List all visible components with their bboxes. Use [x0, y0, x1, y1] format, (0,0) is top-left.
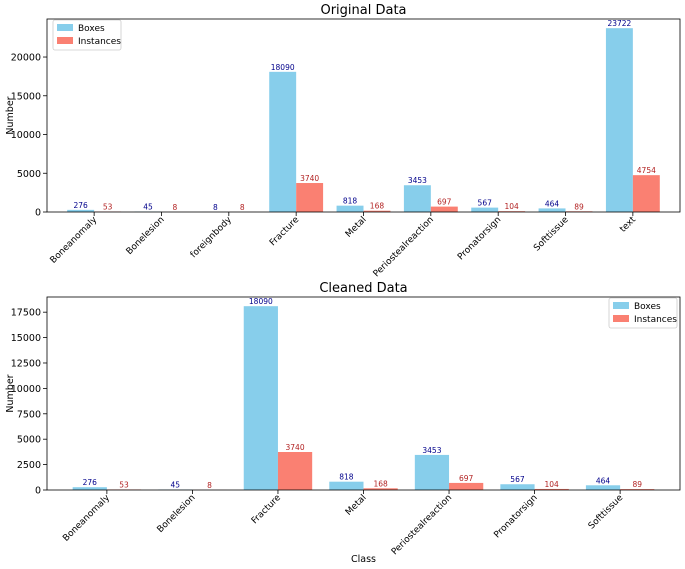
bar-value-label-0-boxes-0: 276	[74, 201, 89, 210]
y-tick-label-1-1: 2500	[17, 460, 41, 471]
bar-1-instances-2	[278, 452, 312, 490]
bar-value-label-1-boxes-5: 567	[510, 475, 525, 484]
bar-value-label-0-instances-1: 8	[173, 203, 178, 212]
legend-swatch-1-1	[613, 315, 629, 322]
bar-value-label-1-instances-2: 3740	[286, 443, 305, 452]
chart-title-1: Cleaned Data	[319, 281, 407, 296]
legend-label-1-0: Boxes	[634, 302, 661, 312]
y-tick-label-1-7: 17500	[11, 308, 41, 319]
bar-value-label-1-boxes-1: 45	[171, 481, 181, 490]
y-tick-label-1-0: 0	[35, 486, 41, 497]
bar-1-boxes-2	[244, 306, 278, 490]
x-axis-label-1: Class	[351, 554, 376, 565]
chart-title-0: Original Data	[320, 3, 406, 18]
bar-1-instances-4	[449, 483, 483, 490]
bar-value-label-0-instances-3: 3740	[300, 174, 319, 183]
bar-value-label-0-instances-5: 697	[437, 198, 452, 207]
bar-1-boxes-5	[500, 484, 534, 490]
legend-label-0-0: Boxes	[78, 24, 105, 34]
bar-value-label-0-boxes-7: 464	[545, 199, 560, 208]
bar-1-boxes-6	[586, 485, 620, 490]
y-axis-label-0: Number	[5, 96, 16, 134]
x-tick-label-0-1: Bonelesion	[125, 215, 167, 257]
x-tick-label-0-5: Periostealreaction	[372, 215, 436, 279]
x-tick-label-0-8: text	[618, 215, 638, 235]
x-tick-label-0-2: foreignbody	[189, 215, 235, 261]
bar-0-boxes-6	[471, 208, 498, 212]
plot-frame-1	[47, 297, 680, 490]
bar-1-boxes-3	[329, 482, 363, 490]
bar-value-label-1-boxes-3: 818	[339, 473, 354, 482]
bar-value-label-0-boxes-8: 23722	[607, 19, 631, 28]
bar-value-label-0-boxes-6: 567	[478, 199, 493, 208]
bar-value-label-0-instances-0: 53	[103, 203, 113, 212]
bar-value-label-1-boxes-2: 18090	[249, 297, 273, 306]
bar-0-boxes-5	[404, 185, 431, 212]
x-tick-label-1-3: Metal	[344, 493, 369, 518]
y-axis-label-1: Number	[5, 374, 16, 412]
legend-swatch-0-1	[57, 37, 73, 44]
bar-value-label-1-instances-1: 8	[207, 481, 212, 490]
y-tick-label-1-5: 12500	[11, 358, 41, 369]
bar-value-label-1-boxes-6: 464	[596, 476, 611, 485]
bar-value-label-1-instances-4: 697	[459, 474, 474, 483]
x-tick-label-1-1: Bonelesion	[156, 493, 198, 535]
y-tick-label-1-3: 7500	[17, 409, 41, 420]
x-tick-label-1-2: Fracture	[250, 493, 284, 527]
x-tick-label-1-6: Softtissue	[587, 493, 626, 532]
legend-label-1-1: Instances	[634, 315, 677, 325]
bar-value-label-1-instances-0: 53	[119, 480, 129, 489]
bar-0-boxes-8	[606, 28, 633, 212]
y-tick-label-0-0: 0	[35, 208, 41, 219]
x-tick-label-0-0: Boneanomaly	[49, 215, 100, 266]
x-tick-label-0-4: Metal	[344, 215, 369, 240]
bar-value-label-0-instances-4: 168	[370, 202, 385, 211]
bar-1-boxes-4	[415, 455, 449, 490]
bar-value-label-0-instances-7: 89	[574, 202, 584, 211]
bar-value-label-0-boxes-3: 18090	[271, 63, 295, 72]
bar-0-instances-5	[431, 207, 458, 212]
bar-value-label-1-instances-3: 168	[373, 479, 388, 488]
bar-value-label-0-instances-8: 4754	[637, 166, 656, 175]
x-tick-label-0-6: Pronatorsign	[456, 215, 503, 262]
x-tick-label-1-0: Boneanomaly	[61, 493, 112, 544]
y-tick-label-0-4: 20000	[11, 53, 41, 64]
legend-swatch-0-0	[57, 24, 73, 31]
bar-0-boxes-4	[337, 206, 364, 212]
legend-label-0-1: Instances	[78, 37, 121, 47]
plot-frame-0	[47, 19, 680, 212]
x-tick-label-1-4: Periostealreaction	[390, 493, 454, 557]
bar-value-label-0-boxes-4: 818	[343, 197, 358, 206]
bar-value-label-0-instances-6: 104	[504, 202, 519, 211]
legend-swatch-1-0	[613, 302, 629, 309]
y-tick-label-0-1: 5000	[17, 169, 41, 180]
bar-value-label-1-instances-6: 89	[632, 480, 642, 489]
bar-1-boxes-0	[73, 487, 107, 490]
bar-0-boxes-7	[539, 208, 566, 212]
bar-value-label-1-boxes-4: 3453	[422, 446, 441, 455]
bar-0-instances-8	[633, 175, 660, 212]
bar-value-label-0-instances-2: 8	[240, 203, 245, 212]
bar-value-label-0-boxes-5: 3453	[408, 176, 427, 185]
y-tick-label-1-6: 15000	[11, 333, 41, 344]
bar-0-instances-3	[296, 183, 323, 212]
x-tick-label-1-5: Pronatorsign	[492, 493, 539, 540]
x-tick-label-0-3: Fracture	[268, 215, 302, 249]
bar-value-label-1-boxes-0: 276	[83, 478, 98, 487]
x-tick-label-0-7: Softtissue	[532, 215, 571, 254]
y-tick-label-1-2: 5000	[17, 435, 41, 446]
bar-value-label-0-boxes-2: 8	[213, 203, 218, 212]
bar-value-label-1-instances-5: 104	[545, 480, 560, 489]
bar-value-label-0-boxes-1: 45	[143, 203, 153, 212]
bar-0-boxes-3	[269, 72, 296, 212]
